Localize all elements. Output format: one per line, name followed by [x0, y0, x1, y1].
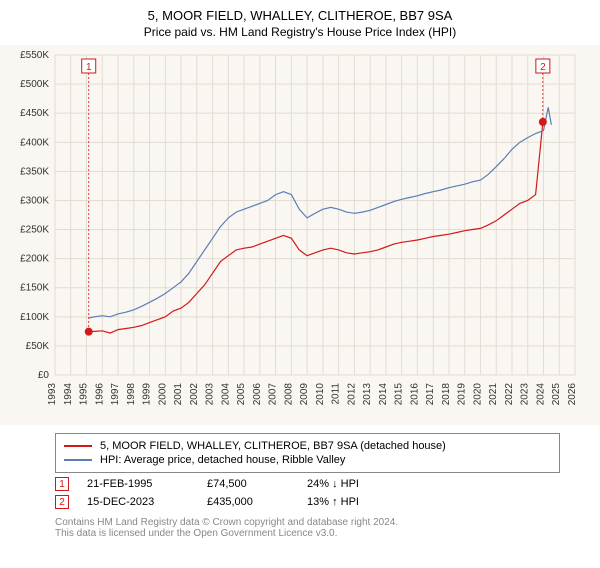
legend-swatch: [64, 459, 92, 461]
svg-text:2017: 2017: [425, 383, 436, 406]
svg-text:1994: 1994: [63, 383, 74, 406]
svg-text:2003: 2003: [205, 383, 216, 406]
svg-text:2014: 2014: [378, 383, 389, 406]
svg-text:2005: 2005: [236, 383, 247, 406]
point-marker: 1: [55, 477, 69, 491]
legend-item: HPI: Average price, detached house, Ribb…: [64, 454, 551, 466]
svg-text:2026: 2026: [567, 383, 578, 406]
legend: 5, MOOR FIELD, WHALLEY, CLITHEROE, BB7 9…: [55, 433, 560, 473]
legend-swatch: [64, 445, 92, 447]
svg-text:1999: 1999: [142, 383, 153, 406]
svg-text:2011: 2011: [331, 383, 342, 405]
svg-text:£200K: £200K: [20, 254, 49, 265]
svg-text:£450K: £450K: [20, 108, 49, 119]
svg-text:2010: 2010: [315, 383, 326, 406]
svg-text:2021: 2021: [488, 383, 499, 406]
svg-text:2012: 2012: [346, 383, 357, 406]
svg-text:2000: 2000: [157, 383, 168, 406]
svg-text:1998: 1998: [126, 383, 137, 406]
svg-text:1993: 1993: [47, 383, 58, 406]
footer-line: This data is licensed under the Open Gov…: [55, 528, 560, 539]
svg-text:2007: 2007: [268, 383, 279, 406]
svg-text:2009: 2009: [299, 383, 310, 406]
data-point-row: 1 21-FEB-1995£74,50024% ↓ HPI: [55, 477, 600, 491]
svg-text:£300K: £300K: [20, 195, 49, 206]
legend-item: 5, MOOR FIELD, WHALLEY, CLITHEROE, BB7 9…: [64, 440, 551, 452]
svg-text:2002: 2002: [189, 383, 200, 406]
svg-text:1996: 1996: [94, 383, 105, 406]
legend-label: 5, MOOR FIELD, WHALLEY, CLITHEROE, BB7 9…: [100, 440, 446, 452]
svg-text:£550K: £550K: [20, 50, 49, 61]
chart-subtitle: Price paid vs. HM Land Registry's House …: [0, 25, 600, 39]
svg-text:2025: 2025: [551, 383, 562, 406]
svg-text:2015: 2015: [394, 383, 405, 406]
svg-text:£350K: £350K: [20, 166, 49, 177]
svg-text:£100K: £100K: [20, 312, 49, 323]
svg-text:1: 1: [86, 62, 92, 73]
svg-text:2008: 2008: [283, 383, 294, 406]
svg-text:2004: 2004: [220, 383, 231, 406]
svg-text:£0: £0: [38, 370, 50, 381]
chart-title: 5, MOOR FIELD, WHALLEY, CLITHEROE, BB7 9…: [0, 8, 600, 23]
svg-text:2023: 2023: [520, 383, 531, 406]
svg-text:2001: 2001: [173, 383, 184, 406]
point-hpi-delta: 13% ↑ HPI: [307, 496, 427, 508]
svg-text:£150K: £150K: [20, 283, 49, 294]
svg-text:2006: 2006: [252, 383, 263, 406]
svg-text:£500K: £500K: [20, 79, 49, 90]
data-point-row: 2 15-DEC-2023£435,00013% ↑ HPI: [55, 495, 600, 509]
footer-text: Contains HM Land Registry data © Crown c…: [55, 517, 560, 539]
svg-text:2024: 2024: [535, 383, 546, 406]
svg-text:2013: 2013: [362, 383, 373, 406]
svg-text:2: 2: [540, 62, 546, 73]
point-price: £435,000: [207, 496, 307, 508]
chart-area: £0 £50K £100K £150K £200K £250K £300K £350K £400…: [0, 45, 600, 425]
legend-label: HPI: Average price, detached house, Ribb…: [100, 454, 345, 466]
svg-text:2018: 2018: [441, 383, 452, 406]
point-hpi-delta: 24% ↓ HPI: [307, 478, 427, 490]
svg-text:2022: 2022: [504, 383, 515, 406]
svg-text:2019: 2019: [457, 383, 468, 406]
svg-text:2016: 2016: [409, 383, 420, 406]
svg-text:£400K: £400K: [20, 137, 49, 148]
svg-text:2020: 2020: [472, 383, 483, 406]
svg-text:1997: 1997: [110, 383, 121, 406]
svg-text:1995: 1995: [79, 383, 90, 406]
svg-text:£250K: £250K: [20, 225, 49, 236]
point-date: 21-FEB-1995: [87, 478, 207, 490]
footer-line: Contains HM Land Registry data © Crown c…: [55, 517, 560, 528]
svg-text:£50K: £50K: [26, 341, 50, 352]
point-date: 15-DEC-2023: [87, 496, 207, 508]
line-chart: £0 £50K £100K £150K £200K £250K £300K £350K £400…: [0, 45, 600, 425]
point-marker: 2: [55, 495, 69, 509]
point-price: £74,500: [207, 478, 307, 490]
